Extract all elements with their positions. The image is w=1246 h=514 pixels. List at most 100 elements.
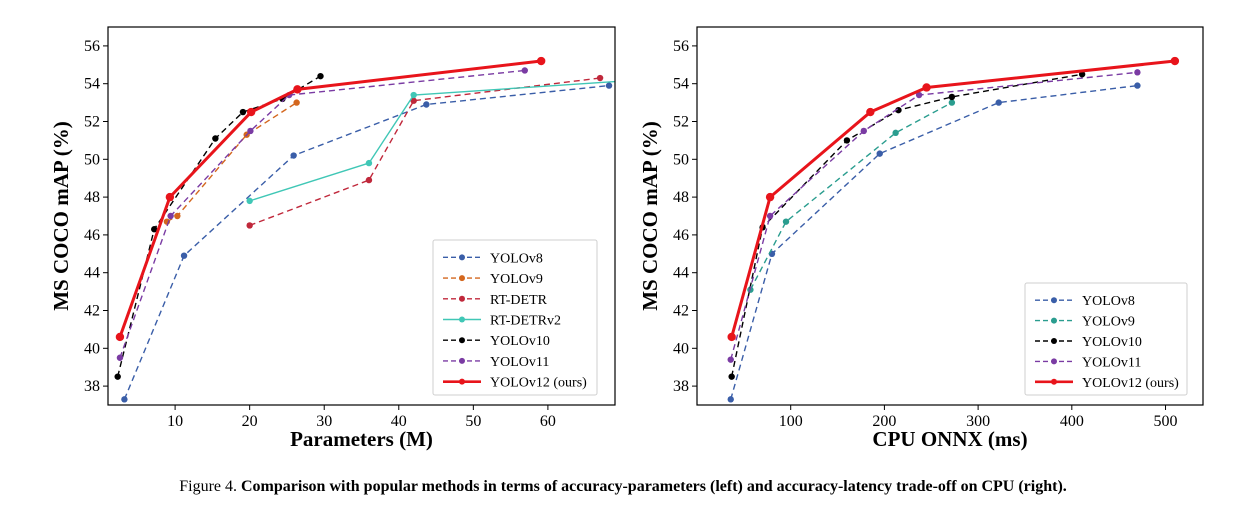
data-point-yolov10 [239, 108, 247, 116]
data-point-yolov10 [151, 226, 158, 233]
data-point-yolov9 [782, 218, 790, 225]
x-tick-label: 20 [242, 413, 258, 430]
data-point-yolov12-ours [246, 107, 256, 117]
legend-marker [459, 378, 465, 385]
data-point-yolov9 [174, 212, 181, 220]
y-tick-label: 56 [673, 38, 689, 55]
data-point-rt-detr [365, 176, 373, 184]
legend: YOLOv8 YOLOv9 YOLOv10 YOLOv11 YOLOv12 (ours) [1024, 282, 1188, 396]
data-point-rt-detrv2 [410, 91, 417, 99]
data-point-yolov11 [167, 212, 174, 220]
data-point-yolov12-ours [293, 85, 302, 94]
legend-label: YOLOv9 [490, 272, 543, 287]
legend-marker [1051, 338, 1057, 344]
data-point-yolov12-ours [536, 56, 546, 66]
x-axis-label: Parameters (M) [290, 427, 433, 451]
y-tick-label: 38 [84, 378, 100, 395]
legend-marker [1051, 358, 1057, 365]
data-point-yolov9 [293, 99, 300, 106]
y-tick-label: 46 [84, 227, 100, 244]
data-point-rt-detrv2 [246, 197, 253, 205]
x-tick-label: 100 [779, 413, 803, 430]
data-point-yolov8 [180, 252, 188, 259]
data-point-yolov12-ours [165, 192, 175, 202]
y-tick-label: 52 [84, 114, 100, 131]
legend-marker [459, 316, 465, 323]
plot-frame [696, 26, 1204, 406]
data-point-yolov12-ours [1170, 56, 1180, 66]
data-point-yolov11 [766, 212, 774, 220]
figure-caption: Figure 4. Comparison with popular method… [0, 478, 1246, 496]
plot-area [727, 56, 1180, 403]
y-tick-label: 52 [673, 114, 689, 131]
legend-label: RT-DETR [490, 293, 548, 308]
x-axis-label: CPU ONNX (ms) [872, 427, 1027, 451]
data-point-yolov12-ours [765, 192, 775, 202]
data-point-yolov10 [948, 93, 956, 101]
legend-label: RT-DETRv2 [490, 314, 561, 329]
legend-label: YOLOv12 (ours) [490, 376, 587, 391]
series-line-yolov8 [730, 84, 1138, 400]
chart-2: 38 40 42 44 46 48 50 52 54 56 100 200 300 400 500 CPU O… [638, 26, 1204, 451]
data-point-yolov8 [605, 82, 613, 89]
caption-label: Figure 4. [179, 478, 237, 495]
legend-marker [459, 275, 465, 282]
y-tick-label: 38 [673, 378, 689, 395]
y-tick-label: 44 [84, 265, 100, 282]
data-point-yolov8 [876, 150, 883, 157]
data-point-yolov8 [423, 101, 430, 108]
legend-label: YOLOv10 [490, 334, 550, 349]
data-point-rt-detr [410, 97, 417, 104]
data-point-yolov8 [995, 99, 1002, 106]
legend-box [1024, 282, 1188, 396]
data-point-yolov9 [948, 99, 956, 106]
x-tick-label: 500 [1154, 413, 1178, 430]
x-tick-label: 400 [1060, 413, 1084, 430]
y-tick-label: 54 [673, 76, 689, 93]
y-tick-label: 40 [84, 340, 100, 357]
x-tick-label: 30 [316, 413, 332, 430]
legend-label: YOLOv11 [1082, 355, 1141, 370]
legend: YOLOv8 YOLOv9 RT-DETR RT-DETRv2 YOLOv10 YOLOv… [432, 239, 598, 396]
data-point-yolov8 [121, 396, 128, 403]
y-tick-label: 44 [673, 265, 689, 282]
series-line-rt-detrv2 [249, 80, 615, 202]
legend-label: YOLOv12 (ours) [1082, 376, 1179, 391]
series-line-yolov10 [117, 75, 321, 377]
series-line-yolov9 [749, 101, 953, 291]
data-point-yolov10 [1078, 71, 1086, 78]
legend-label: YOLOv8 [490, 251, 543, 266]
legend-marker [1051, 297, 1057, 304]
y-tick-label: 48 [84, 189, 100, 206]
data-point-yolov10 [843, 137, 851, 144]
data-point-yolov8 [290, 152, 297, 159]
data-point-yolov10 [895, 106, 902, 114]
chart-1: 38 40 42 44 46 48 50 52 54 56 10 20 30 40 50 60 Paramete… [49, 26, 616, 451]
y-tick-label: 54 [84, 76, 100, 93]
data-point-rt-detr [246, 222, 253, 229]
data-point-yolov8 [1134, 82, 1141, 89]
x-tick-label: 200 [872, 413, 896, 430]
legend-box [432, 239, 598, 396]
y-tick-label: 50 [84, 151, 100, 168]
legend-marker [459, 295, 465, 302]
data-point-yolov10 [114, 373, 121, 380]
data-point-yolov10 [728, 373, 735, 380]
data-point-yolov11 [1134, 69, 1141, 76]
y-tick-label: 42 [84, 303, 100, 320]
legend-label: YOLOv11 [490, 355, 549, 370]
y-tick-label: 46 [673, 227, 689, 244]
data-point-yolov11 [860, 127, 867, 135]
x-tick-label: 10 [167, 413, 183, 430]
data-point-yolov12-ours [727, 332, 736, 342]
data-point-yolov11 [521, 67, 528, 74]
y-tick-label: 56 [84, 38, 100, 55]
data-point-yolov11 [116, 354, 124, 361]
data-point-yolov11 [915, 91, 923, 99]
data-point-yolov10 [317, 72, 324, 80]
legend-marker [1051, 378, 1057, 385]
y-tick-label: 40 [673, 340, 689, 357]
data-point-rt-detrv2 [365, 159, 373, 167]
data-point-yolov12-ours [115, 332, 125, 342]
